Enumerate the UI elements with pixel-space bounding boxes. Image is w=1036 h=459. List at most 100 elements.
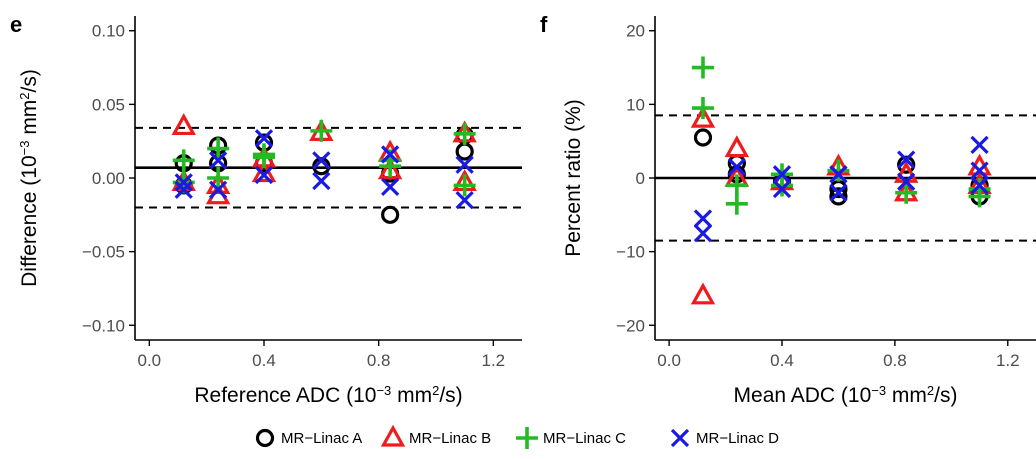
- data-point-cross: [312, 151, 331, 170]
- data-point-cross: [970, 176, 989, 195]
- data-point-cross: [209, 180, 228, 199]
- data-point-plus: [895, 181, 918, 204]
- data-point-cross: [455, 190, 474, 210]
- x-tick-label: 1.2: [482, 351, 506, 370]
- series-cross: [693, 135, 989, 243]
- y-tick-label: −0.10: [82, 316, 125, 335]
- legend-item: MR−Linac D: [670, 428, 779, 448]
- triangle-icon: [380, 424, 406, 447]
- data-point-cross: [693, 224, 713, 243]
- x-axis-label-part: /s): [934, 384, 957, 407]
- data-point-circle: [381, 205, 400, 224]
- y-tick-label: 20: [626, 22, 645, 41]
- data-point-cross: [829, 165, 848, 184]
- y-axis-label-part: 2: [17, 92, 32, 99]
- data-point-plus: [453, 174, 476, 197]
- y-axis-label-part: Difference (10: [18, 155, 41, 287]
- data-point-circle: [829, 187, 848, 206]
- data-point-plus: [453, 122, 476, 145]
- data-point-plus: [827, 159, 850, 182]
- data-point-cross: [381, 145, 400, 164]
- panel-f: −20 −10 0 10 20 0.0 0.4 0.8 1.2 f Mean ADC (10−3 m…: [540, 12, 1036, 407]
- plus-icon: [516, 427, 538, 449]
- data-point-plus: [691, 56, 714, 79]
- y-tick-label: 10: [626, 95, 645, 114]
- data-point-cross: [254, 129, 274, 148]
- data-point-plus: [725, 174, 748, 197]
- data-point-triangle: [377, 157, 403, 180]
- x-axis-label-part: 2: [927, 383, 934, 398]
- data-point-triangle: [171, 113, 196, 136]
- data-point-cross: [727, 157, 746, 177]
- series-cross: [174, 129, 474, 210]
- data-point-cross: [312, 171, 331, 191]
- data-point-plus: [207, 137, 230, 160]
- x-axis-label-part: Mean ADC (10: [734, 384, 872, 407]
- data-point-cross: [829, 183, 848, 202]
- data-point-plus: [207, 167, 230, 189]
- data-point-circle: [455, 142, 474, 161]
- legend-item: MR−Linac A: [255, 428, 362, 448]
- x-axis-label-part: /s): [439, 384, 462, 407]
- x-axis-label-part: 2: [432, 383, 439, 398]
- data-point-plus: [771, 174, 793, 197]
- y-axis-label-part: −3: [17, 141, 32, 156]
- x-axis-label-part: −3: [871, 383, 886, 398]
- data-point-plus: [691, 97, 714, 120]
- y-tick-label: 0.00: [92, 169, 125, 188]
- x-tick-label: 0.4: [770, 351, 794, 370]
- data-point-cross: [455, 155, 474, 174]
- data-point-triangle: [724, 135, 750, 158]
- y-axis-label: Percent ratio (%): [562, 99, 585, 257]
- data-point-cross: [772, 165, 792, 184]
- data-point-cross: [381, 177, 400, 196]
- data-point-plus: [379, 155, 402, 178]
- y-tick-label: 0.10: [92, 22, 125, 41]
- data-point-circle: [693, 128, 713, 147]
- legend: MR−Linac A MR−Linac B MR−Linac C MR−Linac D: [255, 424, 779, 449]
- data-point-cross: [174, 180, 193, 199]
- y-tick-label: 0: [636, 169, 645, 188]
- data-point-plus: [725, 192, 748, 215]
- legend-label: MR−Linac C: [543, 430, 626, 447]
- cross-icon: [670, 428, 690, 448]
- data-point-cross: [897, 150, 916, 169]
- y-axis-label: Difference (10−3 mm2/s): [17, 69, 42, 287]
- x-axis-label: Reference ADC (10−3 mm2/s): [194, 383, 462, 408]
- legend-item: MR−Linac B: [380, 424, 491, 447]
- data-point-cross: [693, 209, 713, 228]
- x-axis-label-part: Reference ADC (10: [194, 384, 376, 407]
- panel-label: e: [10, 12, 22, 37]
- x-tick-label: 1.2: [996, 351, 1020, 370]
- y-axis-label-part: mm: [18, 100, 41, 141]
- data-point-circle: [897, 155, 916, 174]
- y-tick-label: −10: [616, 243, 645, 262]
- data-point-plus: [172, 149, 195, 172]
- y-axis-label-part: /s): [18, 69, 41, 92]
- data-point-cross: [970, 161, 989, 180]
- panel-e: −0.10 −0.05 0.00 0.05 0.10 0.0 0.4 0.8 1.2 e Refer…: [10, 12, 522, 407]
- panel-label: f: [540, 12, 548, 37]
- data-point-cross: [897, 172, 916, 191]
- legend-item: MR−Linac C: [516, 427, 626, 449]
- data-point-cross: [254, 165, 274, 185]
- data-point-plus: [253, 146, 275, 169]
- data-point-cross: [174, 173, 193, 192]
- y-tick-label: 0.05: [92, 95, 125, 114]
- x-axis-label: Mean ADC (10−3 mm2/s): [734, 383, 958, 408]
- data-point-cross: [970, 135, 989, 154]
- legend-label: MR−Linac D: [696, 430, 779, 447]
- x-tick-label: 0.8: [367, 351, 391, 370]
- series-plus: [691, 56, 991, 215]
- y-tick-label: −0.05: [82, 243, 125, 262]
- x-axis-label-part: mm: [391, 384, 432, 407]
- x-tick-label: 0.4: [252, 351, 276, 370]
- circle-icon: [255, 428, 275, 448]
- y-tick-label: −20: [616, 316, 645, 335]
- x-axis-label-part: mm: [886, 384, 927, 407]
- data-point-plus: [968, 185, 991, 208]
- data-point-triangle: [690, 105, 716, 128]
- x-tick-label: 0.0: [138, 351, 162, 370]
